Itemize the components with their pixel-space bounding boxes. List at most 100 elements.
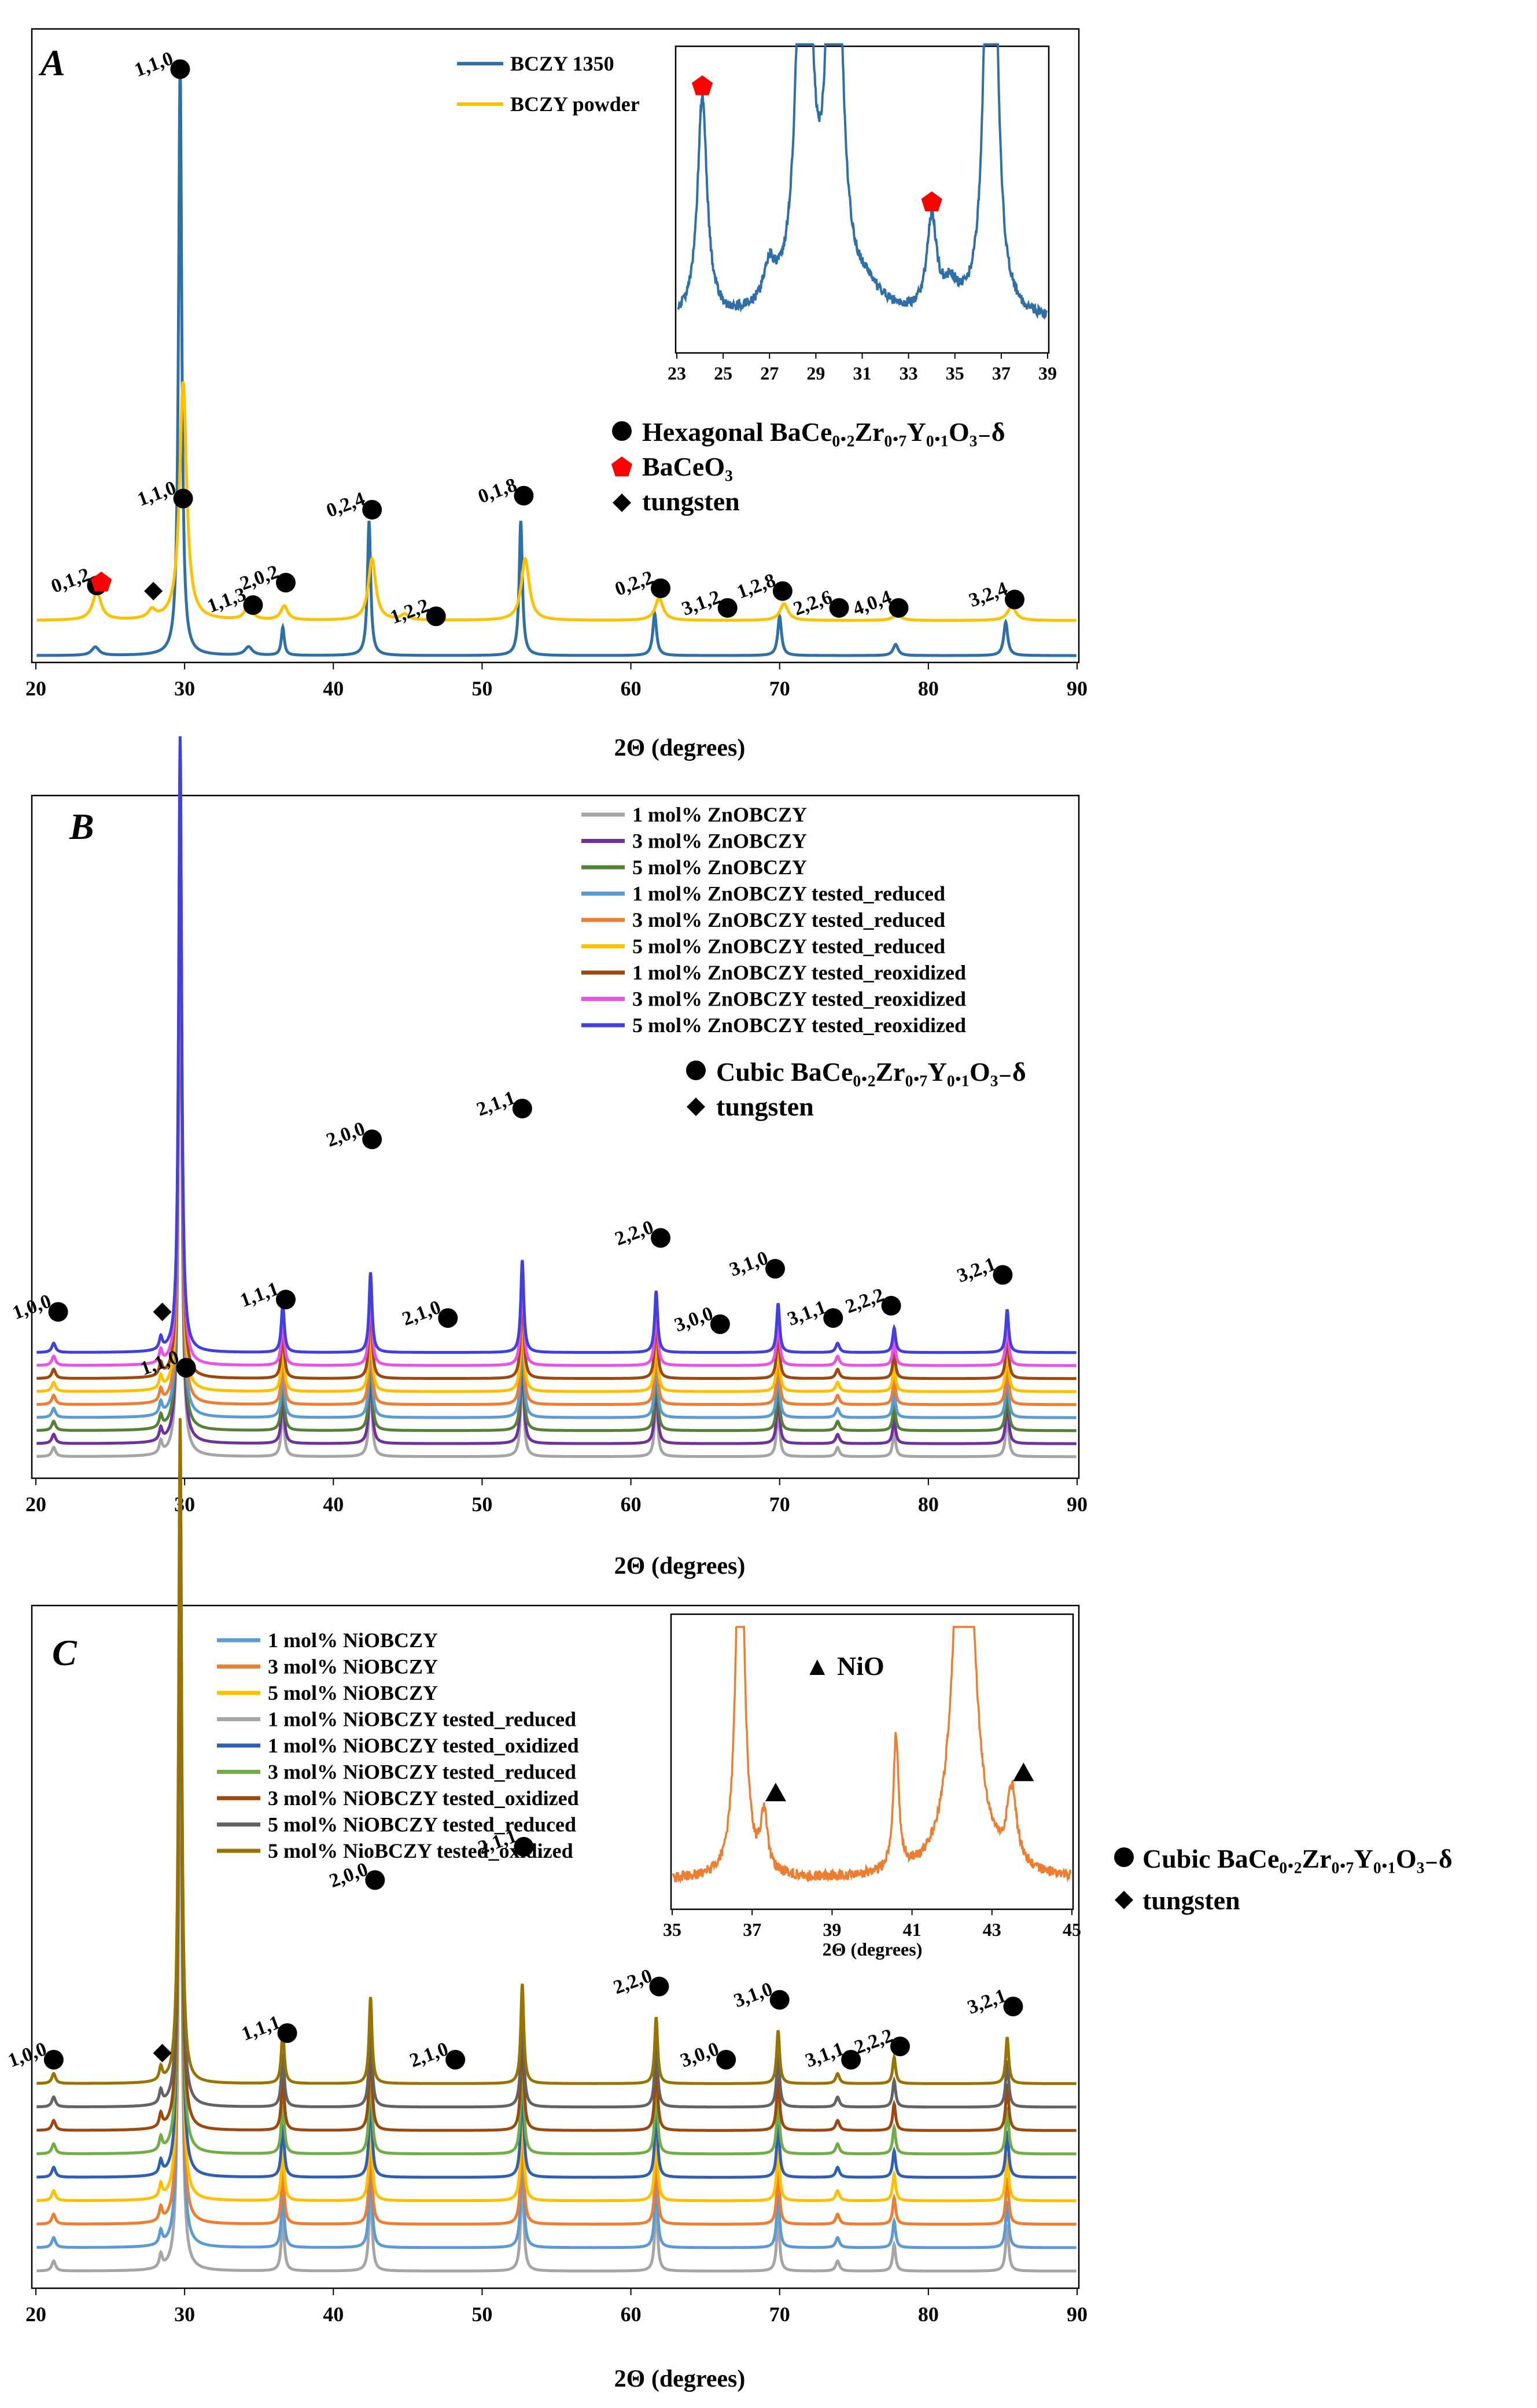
phase-legend-b-tungsten: tungsten bbox=[716, 1092, 814, 1121]
inset-a-pentagon-icon-1 bbox=[921, 191, 942, 212]
inset-c-tick-label-35: 35 bbox=[663, 1919, 681, 1940]
inset-a-tick-label-33: 33 bbox=[900, 363, 918, 384]
panel-c-markers bbox=[153, 2044, 172, 2063]
legend-label-5-mol-znobczy-tested-reoxidized: 5 mol% ZnOBCZY tested_reoxidized bbox=[632, 1014, 966, 1037]
b-peak-dot-1-1-1 bbox=[276, 1290, 296, 1310]
panel-a-phase-legend: Hexagonal BaCe₀.₂Zr₀.₇Y₀.₁O₃₋δ BaCeO₃ tu… bbox=[611, 417, 1005, 516]
legend-label-bcz-powder: BCZY powder bbox=[510, 93, 640, 116]
b-peak-dot-3-0-0 bbox=[710, 1314, 730, 1334]
trace-1-mol-niobczy bbox=[36, 1582, 1077, 2249]
b-tick-label-70: 70 bbox=[769, 1493, 790, 1516]
trace-3-mol-niobczy bbox=[36, 1559, 1077, 2226]
trace-bczy-1350 bbox=[36, 66, 1077, 657]
inset-a-x-ticks: 23 25 27 29 31 33 35 37 39 bbox=[668, 353, 1057, 384]
legend-label-3-mol-niobczy-tested-reduced: 3 mol% NiOBCZY tested_reduced bbox=[268, 1761, 576, 1784]
a-peak-dot-2-2-6 bbox=[829, 598, 849, 618]
phase-legend-b-circle-icon bbox=[686, 1061, 706, 1080]
phase-legend-c-diamond-icon bbox=[1115, 1891, 1133, 1909]
c-peak-dot-2-2-2 bbox=[890, 2037, 910, 2056]
b-peak-dot-2-1-1 bbox=[512, 1099, 532, 1118]
a-tick-label-80: 80 bbox=[918, 677, 939, 700]
inset-c-tick-label-41: 41 bbox=[903, 1919, 922, 1940]
panel-c-legend: 1 mol% NiOBCZY 3 mol% NiOBCZY 5 mol% NiOBC… bbox=[217, 1629, 579, 1862]
inset-a-pentagon-icon-0 bbox=[692, 75, 713, 95]
legend-label-1-mol-znobczy-tested-reoxidized: 1 mol% ZnOBCZY tested_reoxidized bbox=[632, 961, 966, 984]
phase-legend-a-diamond-icon bbox=[613, 494, 631, 512]
panel-b-letter: B bbox=[69, 806, 94, 847]
trace-3-mol-znobczy bbox=[36, 827, 1077, 1445]
c-tick-label-90: 90 bbox=[1067, 2303, 1088, 2326]
panel-c-letter: C bbox=[52, 1632, 78, 1673]
c-peak-dot-2-2-0 bbox=[649, 1976, 669, 1997]
a-peak-dot-2-0-2 bbox=[276, 573, 296, 593]
b-peak-dot-3-1-1 bbox=[823, 1308, 843, 1328]
a-tick-label-60: 60 bbox=[621, 677, 642, 700]
trace-3-mol-niobczy-tested-reduced bbox=[36, 1488, 1077, 2156]
trace-5-mol-niobczy-tested-oxidized bbox=[36, 1418, 1077, 2085]
b-tick-label-90: 90 bbox=[1067, 1493, 1088, 1516]
legend-label-1-mol-niobczy-tested-oxidized: 1 mol% NiOBCZY tested_oxidized bbox=[268, 1734, 579, 1757]
phase-legend-a-pentagon-icon bbox=[611, 456, 633, 477]
phase-legend-c-tungsten: tungsten bbox=[1142, 1886, 1240, 1915]
trace-5-mol-znobczy bbox=[36, 814, 1077, 1433]
inset-c-triangle-icon-0 bbox=[765, 1783, 786, 1802]
inset-a-trace bbox=[677, 43, 1048, 320]
a-peak-dot-1-1-0 bbox=[170, 59, 190, 79]
legend-label-3-mol-znobczy-tested-reduced: 3 mol% ZnOBCZY tested_reduced bbox=[632, 908, 945, 931]
legend-label-5-mol-znobczy: 5 mol% ZnOBCZY bbox=[632, 856, 807, 879]
legend-label-5-mol-niobczy-tested-reduced: 5 mol% NiOBCZY tested_reduced bbox=[268, 1813, 576, 1836]
inset-c-triangle-icon-1 bbox=[1013, 1762, 1034, 1781]
panel-a-legend: BCZY 1350 BCZY powder bbox=[457, 52, 640, 116]
legend-label-3-mol-niobczy: 3 mol% NiOBCZY bbox=[268, 1655, 438, 1678]
inset-c-title: ▲ NiO bbox=[804, 1651, 884, 1681]
a-peak-dot-1-2-2 bbox=[426, 606, 446, 627]
c-peak-dot-2-0-0 bbox=[365, 1870, 385, 1890]
a-peak-dot-1-1-3 bbox=[243, 595, 263, 615]
a-tick-label-90: 90 bbox=[1067, 677, 1088, 700]
b-peak-dot-1-1-0 bbox=[173, 488, 193, 509]
phase-legend-b-cubic: Cubic BaCe₀.₂Zr₀.₇Y₀.₁O₃₋δ bbox=[716, 1057, 1026, 1087]
c-tick-label-70: 70 bbox=[769, 2303, 790, 2326]
panel-a-markers bbox=[91, 572, 163, 601]
inset-a-tick-label-31: 31 bbox=[853, 363, 872, 384]
panel-c-phase-legend: Cubic BaCe₀.₂Zr₀.₇Y₀.₁O₃₋δ tungsten bbox=[1114, 1844, 1453, 1915]
panel-c-x-ticks: 20 30 40 50 60 70 80 90 bbox=[25, 2288, 1088, 2326]
c-peak-dot-1-1-1 bbox=[277, 2023, 297, 2043]
inset-a-tick-label-29: 29 bbox=[806, 363, 825, 384]
panel-b-x-ticks: 20 30 40 50 60 70 80 90 bbox=[25, 1478, 1088, 1516]
panel-b-x-axis-label: 2Θ (degrees) bbox=[614, 1553, 746, 1579]
trace-5-mol-znobczy-tested-reduced bbox=[36, 775, 1077, 1393]
inset-c-x-ticks: 35 37 39 41 43 45 bbox=[663, 1909, 1081, 1940]
c-peak-dot-3-0-0 bbox=[716, 2050, 736, 2070]
trace-3-mol-znobczy-tested-reoxidized bbox=[36, 749, 1077, 1367]
a-peak-dot-0-2-2 bbox=[651, 578, 670, 598]
b-tick-label-50: 50 bbox=[471, 1493, 492, 1516]
c-tick-label-50: 50 bbox=[471, 2303, 492, 2326]
inset-c-x-axis-label: 2Θ (degrees) bbox=[823, 1939, 923, 1960]
panel-c-x-axis-label: 2Θ (degrees) bbox=[614, 2366, 746, 2392]
phase-legend-b-diamond-icon bbox=[687, 1098, 705, 1116]
b-peak-dot-2-1-0 bbox=[438, 1308, 458, 1328]
phase-legend-c-cubic: Cubic BaCe₀.₂Zr₀.₇Y₀.₁O₃₋δ bbox=[1142, 1844, 1453, 1873]
b-tick-label-30: 30 bbox=[174, 1493, 195, 1516]
c-peak-dot-3-2-1 bbox=[1003, 1997, 1023, 2016]
c-tick-label-30: 30 bbox=[174, 2303, 195, 2326]
trace-5-mol-znobczy-tested-reoxidized bbox=[36, 736, 1077, 1354]
legend-label-1-mol-niobczy: 1 mol% NiOBCZY bbox=[268, 1629, 438, 1652]
inset-a-tick-label-39: 39 bbox=[1038, 363, 1057, 384]
legend-label-5-mol-niobczy: 5 mol% NiOBCZY bbox=[268, 1681, 438, 1704]
inset-a-tick-label-27: 27 bbox=[760, 363, 779, 384]
inset-c-tick-label-37: 37 bbox=[743, 1919, 761, 1940]
c-peak-dot-1-1-0 bbox=[176, 1358, 196, 1378]
c-marker-diamond-0 bbox=[153, 2044, 172, 2063]
panel-a-frame bbox=[31, 28, 1080, 664]
a-peak-dot-3-1-2 bbox=[717, 598, 738, 618]
b-peak-dot-3-2-1 bbox=[993, 1265, 1013, 1285]
a-peak-dot-4-0-4 bbox=[889, 598, 909, 618]
a-tick-label-20: 20 bbox=[25, 677, 46, 700]
c-peak-dot-2-1-0 bbox=[445, 2050, 466, 2070]
b-peak-dot-1-0-0 bbox=[48, 1302, 68, 1322]
phase-legend-a-baceo3: BaCeO₃ bbox=[642, 452, 733, 481]
a-marker-diamond-1 bbox=[144, 581, 163, 601]
